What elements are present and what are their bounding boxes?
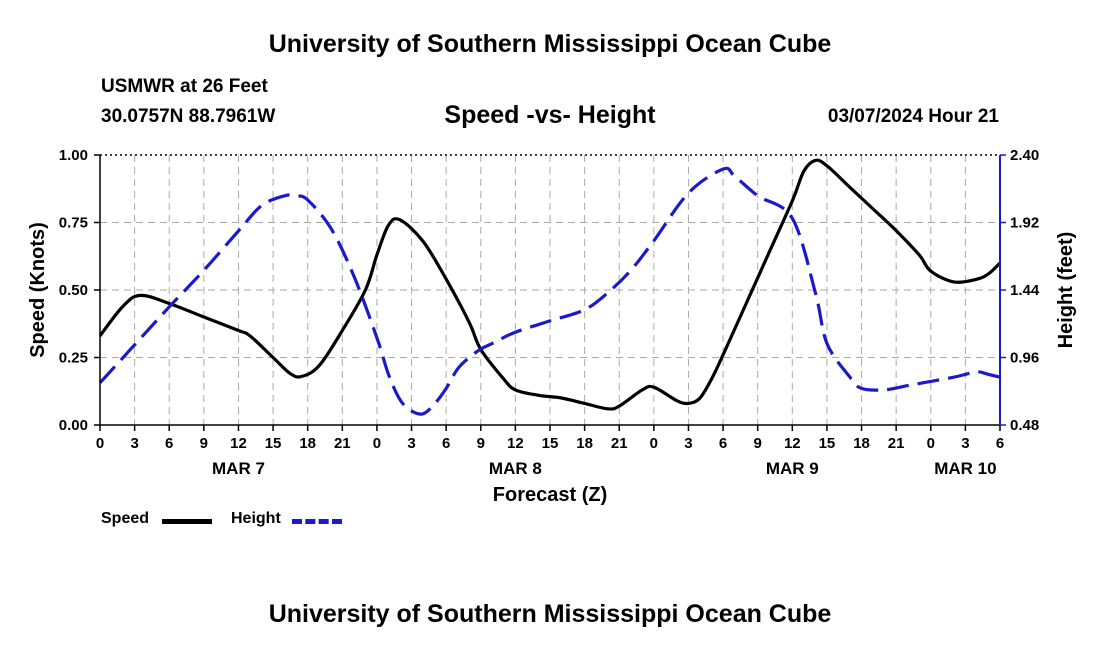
legend-height-label: Height bbox=[231, 510, 281, 527]
bottom-title: University of Southern Mississippi Ocean… bbox=[268, 600, 832, 628]
x-tick-label: 3 bbox=[130, 435, 138, 452]
x-tick-label: 9 bbox=[200, 435, 208, 452]
x-tick-label: 6 bbox=[165, 435, 173, 452]
y2-tick-label: 0.96 bbox=[1010, 350, 1039, 367]
x-tick-label: 15 bbox=[265, 435, 282, 452]
x-tick-label: 15 bbox=[542, 435, 559, 452]
x-tick-label: 9 bbox=[754, 435, 762, 452]
y-tick-label: 1.00 bbox=[59, 147, 88, 164]
x-tick-label: 6 bbox=[996, 435, 1004, 452]
x-date-label: MAR 8 bbox=[489, 459, 542, 478]
x-tick-label: 21 bbox=[334, 435, 351, 452]
chart-series bbox=[98, 158, 1002, 416]
x-tick-label: 18 bbox=[853, 435, 870, 452]
series-line-height bbox=[98, 166, 1001, 416]
station-coordinates: 30.0757N 88.7961W bbox=[101, 106, 276, 127]
y2-tick-label: 1.44 bbox=[1010, 282, 1040, 299]
x-axis-title: Forecast (Z) bbox=[493, 484, 607, 506]
chart-axes bbox=[94, 154, 1006, 431]
y2-tick-label: 0.48 bbox=[1010, 417, 1039, 434]
y-tick-label: 0.25 bbox=[59, 350, 88, 367]
y2-tick-label: 2.40 bbox=[1010, 147, 1039, 164]
x-tick-label: 0 bbox=[927, 435, 935, 452]
x-tick-label: 12 bbox=[507, 435, 524, 452]
x-tick-label: 0 bbox=[373, 435, 381, 452]
y-tick-label: 0.00 bbox=[59, 417, 88, 434]
x-tick-label: 21 bbox=[888, 435, 905, 452]
x-date-label: MAR 10 bbox=[934, 459, 996, 478]
x-tick-label: 0 bbox=[650, 435, 658, 452]
x-tick-label: 18 bbox=[576, 435, 593, 452]
x-tick-label: 6 bbox=[719, 435, 727, 452]
y2-axis-title: Height (feet) bbox=[1055, 232, 1077, 349]
chart-subtitle: Speed -vs- Height bbox=[444, 101, 656, 129]
forecast-datetime: 03/07/2024 Hour 21 bbox=[827, 106, 999, 127]
x-tick-label: 12 bbox=[230, 435, 247, 452]
station-name: USMWR at 26 Feet bbox=[101, 76, 268, 97]
x-date-label: MAR 9 bbox=[766, 459, 819, 478]
x-tick-label: 3 bbox=[961, 435, 969, 452]
x-tick-label: 21 bbox=[611, 435, 628, 452]
y2-tick-label: 1.92 bbox=[1010, 215, 1039, 232]
y-tick-label: 0.75 bbox=[59, 215, 88, 232]
y-axis-title: Speed (Knots) bbox=[27, 222, 49, 358]
x-tick-label: 9 bbox=[477, 435, 485, 452]
legend-speed-label: Speed bbox=[101, 510, 150, 527]
x-tick-label: 3 bbox=[407, 435, 415, 452]
x-tick-label: 6 bbox=[442, 435, 450, 452]
x-tick-label: 15 bbox=[819, 435, 836, 452]
legend-height-swatch bbox=[292, 519, 342, 524]
x-tick-label: 18 bbox=[299, 435, 316, 452]
x-tick-label: 12 bbox=[784, 435, 801, 452]
x-tick-label: 0 bbox=[96, 435, 104, 452]
chart-labels: 0 3 6 9 12 15 18 21 0 3 6 9 12 15 18 21 0 3 6 9 12 15 18 21 0 3 6M… bbox=[27, 147, 1077, 506]
y-tick-label: 0.50 bbox=[59, 282, 88, 299]
x-date-label: MAR 7 bbox=[212, 459, 265, 478]
chart-grid bbox=[100, 154, 1000, 425]
top-title: University of Southern Mississippi Ocean… bbox=[268, 30, 832, 58]
series-line-speed bbox=[98, 158, 1002, 411]
x-tick-label: 3 bbox=[684, 435, 692, 452]
legend-speed-swatch bbox=[162, 519, 212, 524]
